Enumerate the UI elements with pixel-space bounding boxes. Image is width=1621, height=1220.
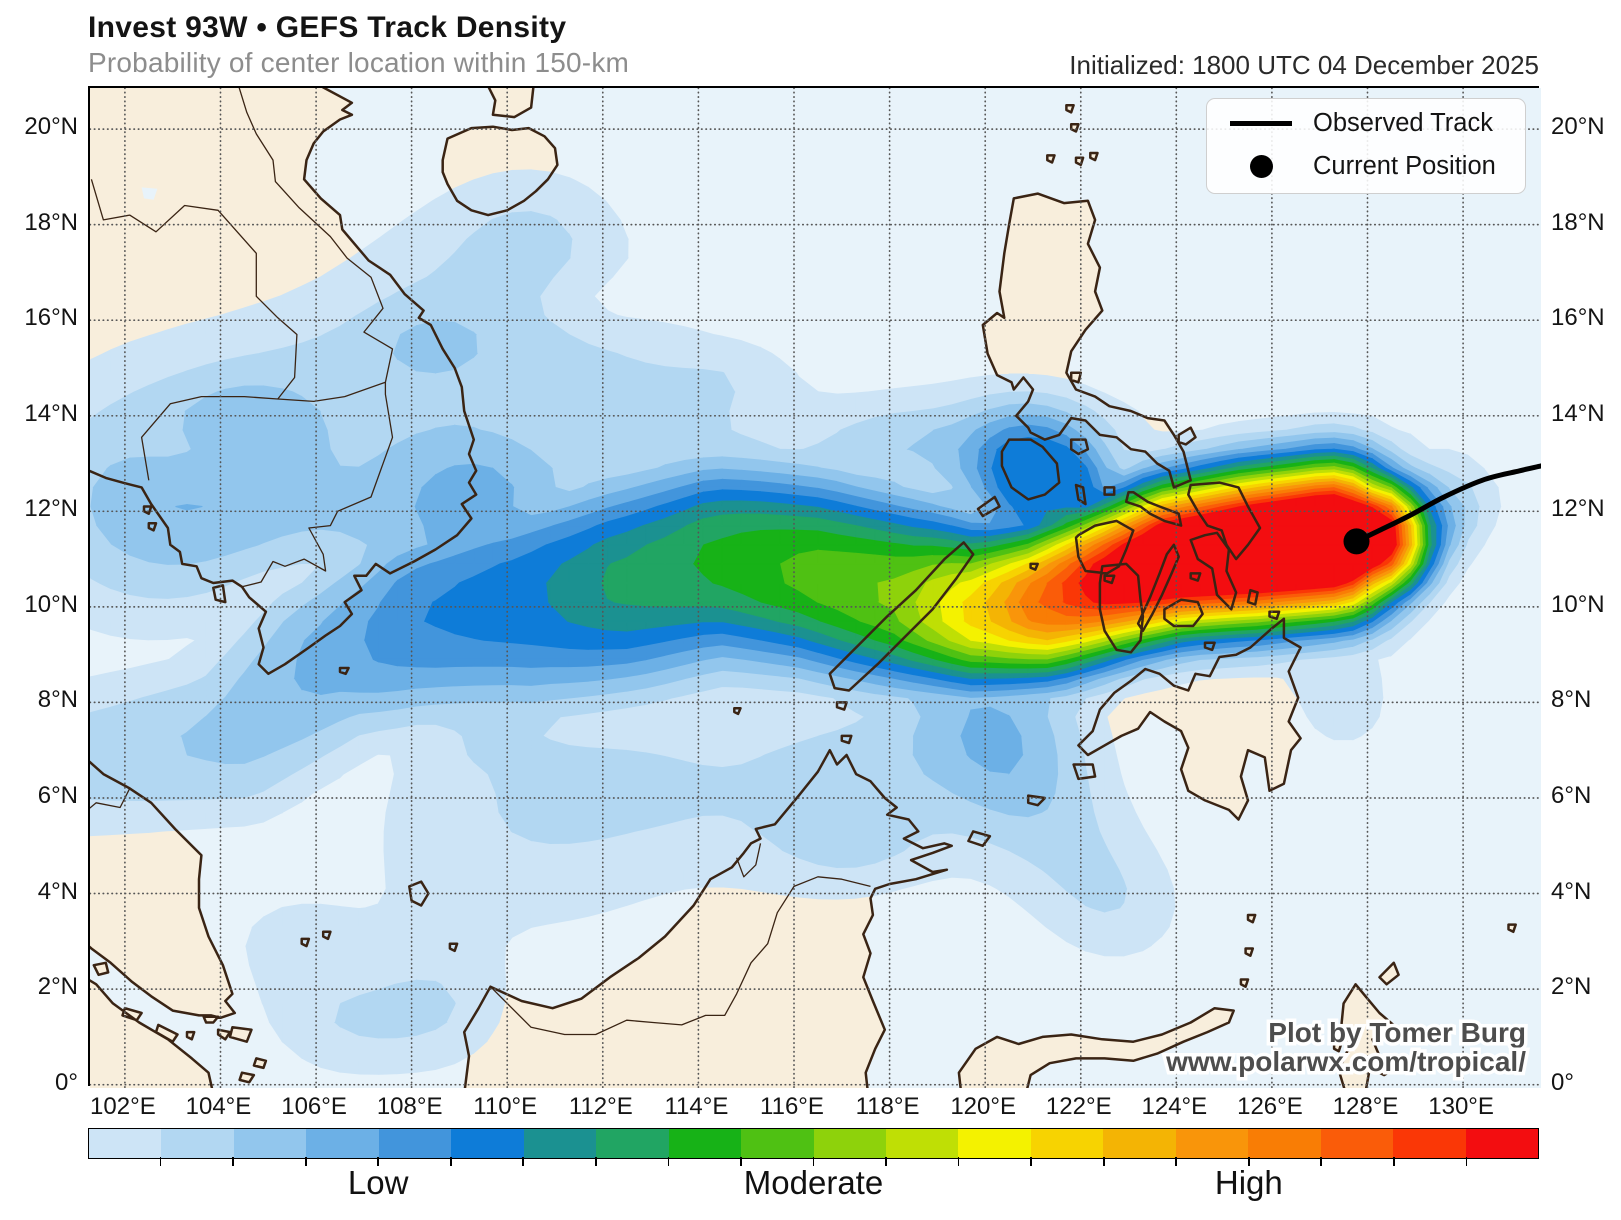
init-time-label: Initialized: 1800 UTC 04 December 2025	[1069, 50, 1539, 80]
colorbar-tick-17	[1320, 1157, 1323, 1166]
lon-tick-130E: 130°E	[1428, 1093, 1494, 1120]
lat-tick-right-16N: 16°N	[1551, 304, 1605, 332]
colorbar-segment-7	[523, 1129, 597, 1158]
colorbar-tick-9	[740, 1157, 742, 1166]
lat-tick-right-14N: 14°N	[1551, 399, 1605, 427]
lat-tick-right-2N: 2°N	[1551, 973, 1592, 1001]
lat-tick-right-10N: 10°N	[1551, 590, 1605, 618]
colorbar-segment-2	[161, 1129, 234, 1158]
lon-tick-128E: 128°E	[1332, 1093, 1399, 1120]
colorbar-segment-18	[1320, 1129, 1394, 1158]
colorbar-segment-16	[1175, 1129, 1249, 1158]
lon-tick-118E: 118°E	[855, 1093, 920, 1120]
lat-tick-left-12N: 12°N	[24, 495, 78, 523]
lat-tick-left-2N: 2°N	[37, 973, 78, 1001]
colorbar-tick-15	[1175, 1157, 1178, 1166]
colorbar-segment-14	[1030, 1129, 1104, 1158]
lat-tick-right-18N: 18°N	[1551, 208, 1605, 236]
colorbar-tick-14	[1102, 1157, 1105, 1166]
lat-tick-right-4N: 4°N	[1551, 877, 1592, 905]
map-frame: Plot by Tomer Burg www.polarwx.com/tropic…	[88, 86, 1541, 1088]
lat-tick-left-10N: 10°N	[24, 590, 78, 618]
colorbar-segment-15	[1103, 1129, 1176, 1158]
lon-tick-110E: 110°E	[473, 1093, 538, 1120]
lat-tick-right-0: 0°	[1551, 1068, 1574, 1096]
lat-tick-left-20N: 20°N	[24, 113, 78, 141]
colorbar-label-low: Low	[347, 1164, 409, 1201]
lon-tick-112E: 112°E	[568, 1093, 633, 1120]
lon-tick-102E: 102°E	[90, 1093, 156, 1120]
lat-tick-right-8N: 8°N	[1551, 686, 1592, 714]
lat-tick-left-0: 0°	[55, 1068, 78, 1096]
colorbar-tick-11	[885, 1157, 887, 1166]
gridlines	[90, 88, 1541, 1088]
colorbar-tick-2	[232, 1157, 234, 1166]
page-subtitle: Probability of center location within 15…	[88, 47, 630, 78]
colorbar-tick-16	[1247, 1157, 1250, 1166]
colorbar-segment-3	[233, 1129, 307, 1158]
legend-row-current-position: Current Position	[1207, 144, 1525, 188]
lon-tick-116E: 116°E	[760, 1093, 824, 1120]
colorbar-segment-1	[89, 1129, 162, 1158]
colorbar-segment-9	[668, 1129, 742, 1158]
lat-tick-left-6N: 6°N	[37, 781, 78, 809]
observed-track-line-icon	[1221, 120, 1301, 126]
colorbar-segment-17	[1248, 1129, 1321, 1158]
lat-tick-right-20N: 20°N	[1551, 113, 1605, 141]
lat-tick-left-16N: 16°N	[24, 304, 78, 332]
colorbar-tick-3	[304, 1157, 307, 1166]
colorbar-segment-6	[451, 1129, 524, 1158]
page-title: Invest 93W • GEFS Track Density	[88, 11, 567, 44]
lon-tick-122E: 122°E	[1045, 1093, 1112, 1120]
lat-tick-right-12N: 12°N	[1551, 495, 1605, 523]
lon-tick-106E: 106°E	[281, 1093, 347, 1120]
attribution-line2: www.polarwx.com/tropical/	[1165, 1046, 1526, 1077]
colorbar-tick-8	[667, 1157, 670, 1166]
lat-tick-left-14N: 14°N	[24, 399, 78, 427]
colorbar-segment-4	[306, 1129, 379, 1158]
colorbar-segment-10	[741, 1129, 814, 1158]
colorbar-segment-13	[958, 1129, 1031, 1158]
colorbar-tick-12	[957, 1157, 960, 1166]
lon-tick-126E: 126°E	[1237, 1093, 1303, 1120]
current-position-dot	[1343, 528, 1370, 555]
colorbar-tick-7	[594, 1157, 597, 1166]
lon-tick-108E: 108°E	[376, 1093, 443, 1120]
colorbar-segment-19	[1393, 1129, 1466, 1158]
colorbar-tick-18	[1393, 1157, 1395, 1166]
lat-tick-left-4N: 4°N	[37, 877, 78, 905]
observed-track	[1354, 463, 1541, 544]
colorbar-tick-1	[159, 1157, 162, 1166]
lon-tick-114E: 114°E	[664, 1093, 729, 1120]
colorbar-label-moderate: Moderate	[743, 1164, 884, 1201]
lon-tick-124E: 124°E	[1141, 1093, 1208, 1120]
legend-row-observed-track: Observed Track	[1207, 101, 1525, 145]
colorbar-label-high: High	[1214, 1164, 1283, 1201]
attribution-line1: Plot by Tomer Burg	[1268, 1017, 1526, 1048]
colorbar-tick-19	[1465, 1157, 1468, 1166]
coastlines	[90, 88, 1517, 1088]
lon-tick-104E: 104°E	[185, 1093, 252, 1120]
lon-tick-120E: 120°E	[950, 1093, 1016, 1120]
colorbar-tick-10	[812, 1157, 815, 1166]
current-position-dot-icon	[1221, 154, 1301, 178]
legend-label: Current Position	[1313, 151, 1496, 180]
colorbar-segment-8	[596, 1129, 669, 1158]
lat-tick-left-18N: 18°N	[24, 208, 78, 236]
colorbar-tick-13	[1030, 1157, 1033, 1166]
legend-box: Observed Track Current Position	[1206, 98, 1526, 194]
colorbar	[88, 1128, 1539, 1159]
lat-tick-left-8N: 8°N	[37, 686, 78, 714]
colorbar-tick-4	[377, 1157, 380, 1166]
colorbar-segment-20	[1465, 1129, 1539, 1158]
colorbar-segment-12	[885, 1129, 959, 1158]
colorbar-segment-5	[378, 1129, 452, 1158]
colorbar-segment-11	[813, 1129, 886, 1158]
legend-label: Observed Track	[1313, 108, 1493, 137]
lat-tick-right-6N: 6°N	[1551, 781, 1592, 809]
colorbar-tick-6	[522, 1157, 525, 1166]
map-canvas: Plot by Tomer Burgwww.polarwx.com/tropic…	[90, 88, 1541, 1088]
colorbar-tick-5	[449, 1157, 452, 1166]
